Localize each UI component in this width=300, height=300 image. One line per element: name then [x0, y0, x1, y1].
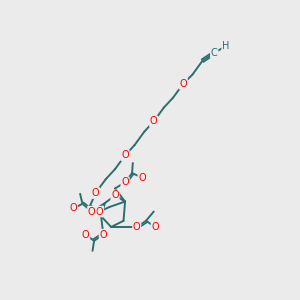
- Text: H: H: [222, 41, 230, 51]
- Text: O: O: [82, 230, 89, 240]
- Text: O: O: [138, 173, 146, 183]
- Text: O: O: [69, 203, 77, 214]
- Text: O: O: [92, 188, 99, 198]
- Text: O: O: [150, 116, 158, 127]
- Text: O: O: [111, 190, 119, 200]
- Text: O: O: [100, 230, 107, 240]
- Text: O: O: [96, 207, 103, 217]
- Text: O: O: [152, 222, 159, 232]
- Text: O: O: [121, 177, 129, 187]
- Text: O: O: [133, 222, 140, 232]
- Text: O: O: [121, 150, 129, 160]
- Text: O: O: [179, 79, 187, 89]
- Text: O: O: [88, 207, 96, 217]
- Text: C: C: [211, 48, 217, 58]
